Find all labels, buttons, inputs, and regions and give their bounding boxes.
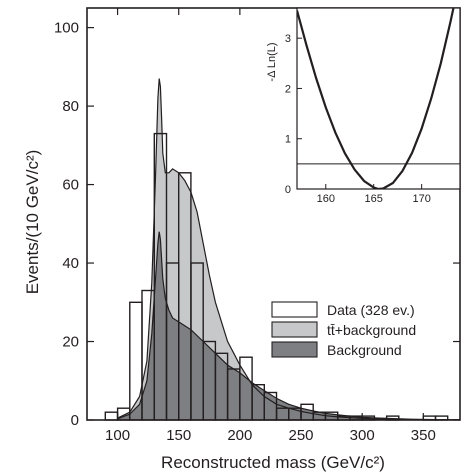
- inset-frame: [296, 7, 461, 190]
- likelihood-inset: 160 165 170 0 1 2 3 -Δ Ln(L): [266, 7, 461, 205]
- inset-y-tick-label: 1: [285, 134, 291, 146]
- y-tick-label: 60: [62, 177, 79, 194]
- legend-label: tt̄+background: [327, 322, 416, 338]
- inset-axis-ticks: 160 165 170 0 1 2 3: [285, 33, 431, 205]
- inset-x-tick-label: 165: [365, 193, 383, 205]
- x-tick-label: 200: [227, 427, 252, 444]
- inset-y-tick-label: 3: [285, 33, 291, 45]
- x-tick-label: 250: [289, 427, 314, 444]
- data-histogram-bin: [104, 411, 119, 421]
- y-tick-label: 20: [62, 334, 79, 351]
- y-tick-label: 100: [54, 20, 79, 37]
- inset-lines: [297, 8, 460, 189]
- x-tick-label: 100: [105, 427, 130, 444]
- inset-y-axis-title: -Δ Ln(L): [266, 42, 278, 81]
- legend-swatch: [271, 341, 318, 358]
- y-tick-label: 0: [71, 412, 79, 429]
- y-tick-label: 80: [62, 98, 79, 115]
- legend: Data (328 ev.) tt̄+background Background: [271, 301, 416, 358]
- inset-y-tick-label: 0: [285, 184, 291, 196]
- x-tick-label: 150: [166, 427, 191, 444]
- y-axis-title: Events/(10 GeV/c²): [23, 150, 42, 295]
- inset-x-tick-label: 160: [317, 193, 335, 205]
- y-tick-label: 40: [62, 255, 79, 272]
- main-plot-frame: [86, 7, 461, 421]
- legend-label: Background: [327, 342, 402, 358]
- legend-swatch: [271, 321, 318, 338]
- inset-background: [297, 8, 460, 189]
- x-axis-title: Reconstructed mass (GeV/c²): [161, 453, 385, 472]
- background-curve: [117, 231, 461, 421]
- legend-swatch: [271, 301, 318, 318]
- legend-label: Data (328 ev.): [327, 302, 415, 318]
- likelihood-curve: [297, 8, 455, 189]
- fit-curves: [117, 78, 461, 421]
- ttbar-background-curve: [117, 78, 461, 421]
- inset-x-tick-label: 170: [412, 193, 430, 205]
- x-tick-label: 300: [350, 427, 375, 444]
- inset-y-tick-label: 2: [285, 83, 291, 95]
- x-tick-label: 350: [411, 427, 436, 444]
